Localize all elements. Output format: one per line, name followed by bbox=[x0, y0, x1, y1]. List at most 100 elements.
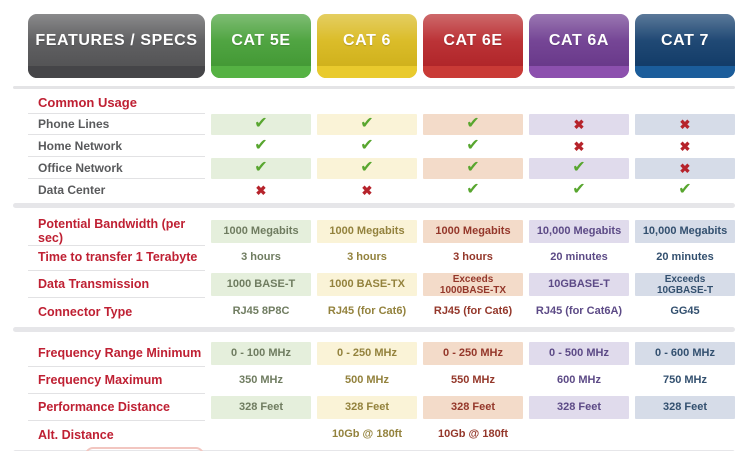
table-row: Time to transfer 1 Terabyte 3 hours 3 hour… bbox=[0, 244, 750, 271]
row-label: Performance Distance bbox=[28, 394, 205, 421]
cat6a-tab-strip bbox=[529, 66, 629, 78]
cell-cat6e: 1000 Megabits bbox=[423, 220, 523, 243]
check-icon: ✔ bbox=[466, 181, 480, 198]
table-row: Frequency Range Minimum 0 - 100 MHz 0 - 25… bbox=[0, 340, 750, 367]
cell-cat6a bbox=[529, 423, 629, 446]
cell-cat6e: 550 MHz bbox=[450, 374, 496, 387]
check-icon: ✔ bbox=[572, 181, 586, 198]
cell-cat7: 10,000 Megabits bbox=[635, 220, 735, 243]
cell-cat6e: Exceeds 1000BASE-TX bbox=[423, 273, 523, 296]
cell-cat6: 1000 BASE-TX bbox=[317, 273, 417, 296]
cell-cat6: 1000 Megabits bbox=[317, 220, 417, 243]
cat6-tab-label: CAT 6 bbox=[342, 31, 392, 49]
table-body: Common Usage Phone Lines ✔ ✔ ✔ ✖ ✖ Home Network… bbox=[0, 93, 750, 451]
cell-cat6: 10Gb @ 180ft bbox=[331, 428, 403, 441]
cell-cat7: ✖ bbox=[635, 113, 735, 135]
row-label: Data Center bbox=[38, 183, 106, 197]
cell-cat5e: 1000 BASE-T bbox=[211, 273, 311, 296]
cell-cat5e: ✖ bbox=[211, 180, 311, 201]
cell-cat5e: ✔ bbox=[211, 113, 311, 135]
cell-cat6e: ✔ bbox=[423, 180, 523, 201]
cutoff-box bbox=[85, 447, 204, 451]
check-icon: ✔ bbox=[466, 137, 480, 154]
row-label: Phone Lines bbox=[28, 113, 205, 135]
check-icon: ✔ bbox=[360, 159, 374, 176]
table-row: Data Transmission 1000 BASE-T 1000 BASE-TX… bbox=[0, 271, 750, 298]
column-tab-cat5e: CAT 5E bbox=[211, 14, 311, 78]
cross-icon: ✖ bbox=[361, 182, 373, 198]
header-separator-line bbox=[13, 86, 735, 89]
check-icon: ✔ bbox=[360, 137, 374, 154]
cross-icon: ✖ bbox=[679, 160, 691, 176]
cell-cat5e: 328 Feet bbox=[211, 396, 311, 419]
cell-cat7: ✖ bbox=[635, 136, 735, 157]
section-divider-bar bbox=[13, 203, 735, 208]
cell-cat6a: 10,000 Megabits bbox=[529, 220, 629, 243]
row-label: Frequency Maximum bbox=[28, 367, 205, 394]
check-icon: ✔ bbox=[254, 159, 268, 176]
row-label: Home Network bbox=[28, 135, 205, 157]
row-label: Data Transmission bbox=[28, 271, 205, 298]
cell-cat6: ✔ bbox=[317, 157, 417, 179]
row-label: Frequency Range Minimum bbox=[28, 340, 205, 367]
row-label: Connector Type bbox=[38, 304, 133, 319]
cell-cat6e: ✔ bbox=[423, 136, 523, 157]
table-row: Performance Distance 328 Feet 328 Feet 328 … bbox=[0, 394, 750, 421]
cell-cat5e: ✔ bbox=[211, 157, 311, 179]
row-label: Alt. Distance bbox=[38, 427, 114, 442]
cat7-tab-label: CAT 7 bbox=[660, 31, 710, 49]
row-label: Time to transfer 1 Terabyte bbox=[28, 244, 205, 271]
cell-cat7: ✖ bbox=[635, 157, 735, 179]
table-row: Office Network ✔ ✔ ✔ ✔ ✖ bbox=[0, 157, 750, 179]
cell-cat6a: RJ45 (for Cat6A) bbox=[535, 305, 623, 318]
section-1: Common Usage Phone Lines ✔ ✔ ✔ ✖ ✖ Home Network… bbox=[0, 93, 750, 201]
cell-cat6e: ✔ bbox=[423, 157, 523, 179]
cross-icon: ✖ bbox=[573, 138, 585, 154]
cell-cat7: ✔ bbox=[635, 180, 735, 201]
cell-cat7: GG45 bbox=[670, 305, 700, 318]
table-row: Alt. Distance 10Gb @ 180ft 10Gb @ 180ft bbox=[0, 421, 750, 448]
cell-cat6: 328 Feet bbox=[317, 396, 417, 419]
section-3: Frequency Range Minimum 0 - 100 MHz 0 - 25… bbox=[0, 340, 750, 448]
cat6a-tab-label: CAT 6A bbox=[548, 31, 610, 49]
cell-cat7 bbox=[635, 423, 735, 446]
cross-icon: ✖ bbox=[679, 138, 691, 154]
row-label: Office Network bbox=[28, 157, 205, 179]
cross-icon: ✖ bbox=[573, 116, 585, 132]
cell-cat6: 3 hours bbox=[347, 251, 387, 264]
table-row: Data Center ✖ ✖ ✔ ✔ ✔ bbox=[0, 179, 750, 201]
section-title: Common Usage bbox=[28, 93, 205, 114]
column-tab-cat7: CAT 7 bbox=[635, 14, 735, 78]
cell-cat6e: 3 hours bbox=[453, 251, 493, 264]
cell-cat6a: 600 MHz bbox=[556, 374, 602, 387]
table-row: Potential Bandwidth (per sec) 1000 Megabi… bbox=[0, 217, 750, 246]
check-icon: ✔ bbox=[254, 137, 268, 154]
table-row: Connector Type RJ45 8P8C RJ45 (for Cat6) RJ… bbox=[0, 298, 750, 325]
cell-cat6a: 20 minutes bbox=[550, 251, 608, 264]
cell-cat6: 500 MHz bbox=[344, 374, 390, 387]
cat5e-tab-strip bbox=[211, 66, 311, 78]
features-specs-tab: FEATURES / SPECS bbox=[28, 14, 205, 78]
cell-cat7: 328 Feet bbox=[635, 396, 735, 419]
column-tab-cat6e: CAT 6E bbox=[423, 14, 523, 78]
cell-cat6: ✔ bbox=[317, 113, 417, 135]
cell-cat5e: 0 - 100 MHz bbox=[211, 342, 311, 365]
cell-cat6e: 10Gb @ 180ft bbox=[437, 428, 509, 441]
cat6-tab-strip bbox=[317, 66, 417, 78]
cell-cat7: 750 MHz bbox=[662, 374, 708, 387]
cell-cat5e: 350 MHz bbox=[238, 374, 284, 387]
section-title-row: Common Usage bbox=[0, 93, 750, 114]
section-2: Potential Bandwidth (per sec) 1000 Megabi… bbox=[0, 217, 750, 325]
cell-cat6: 0 - 250 MHz bbox=[317, 342, 417, 365]
cell-cat6: RJ45 (for Cat6) bbox=[327, 305, 407, 318]
row-label: Potential Bandwidth (per sec) bbox=[28, 217, 205, 246]
cell-cat6a: ✖ bbox=[529, 136, 629, 157]
cell-cat5e: 1000 Megabits bbox=[211, 220, 311, 243]
features-specs-tab-strip bbox=[28, 66, 205, 78]
cell-cat5e bbox=[211, 423, 311, 446]
cell-cat7: 0 - 600 MHz bbox=[635, 342, 735, 365]
check-icon: ✔ bbox=[466, 115, 480, 132]
cell-cat6e: 0 - 250 MHz bbox=[423, 342, 523, 365]
features-specs-label: FEATURES / SPECS bbox=[35, 31, 198, 49]
cross-icon: ✖ bbox=[255, 182, 267, 198]
